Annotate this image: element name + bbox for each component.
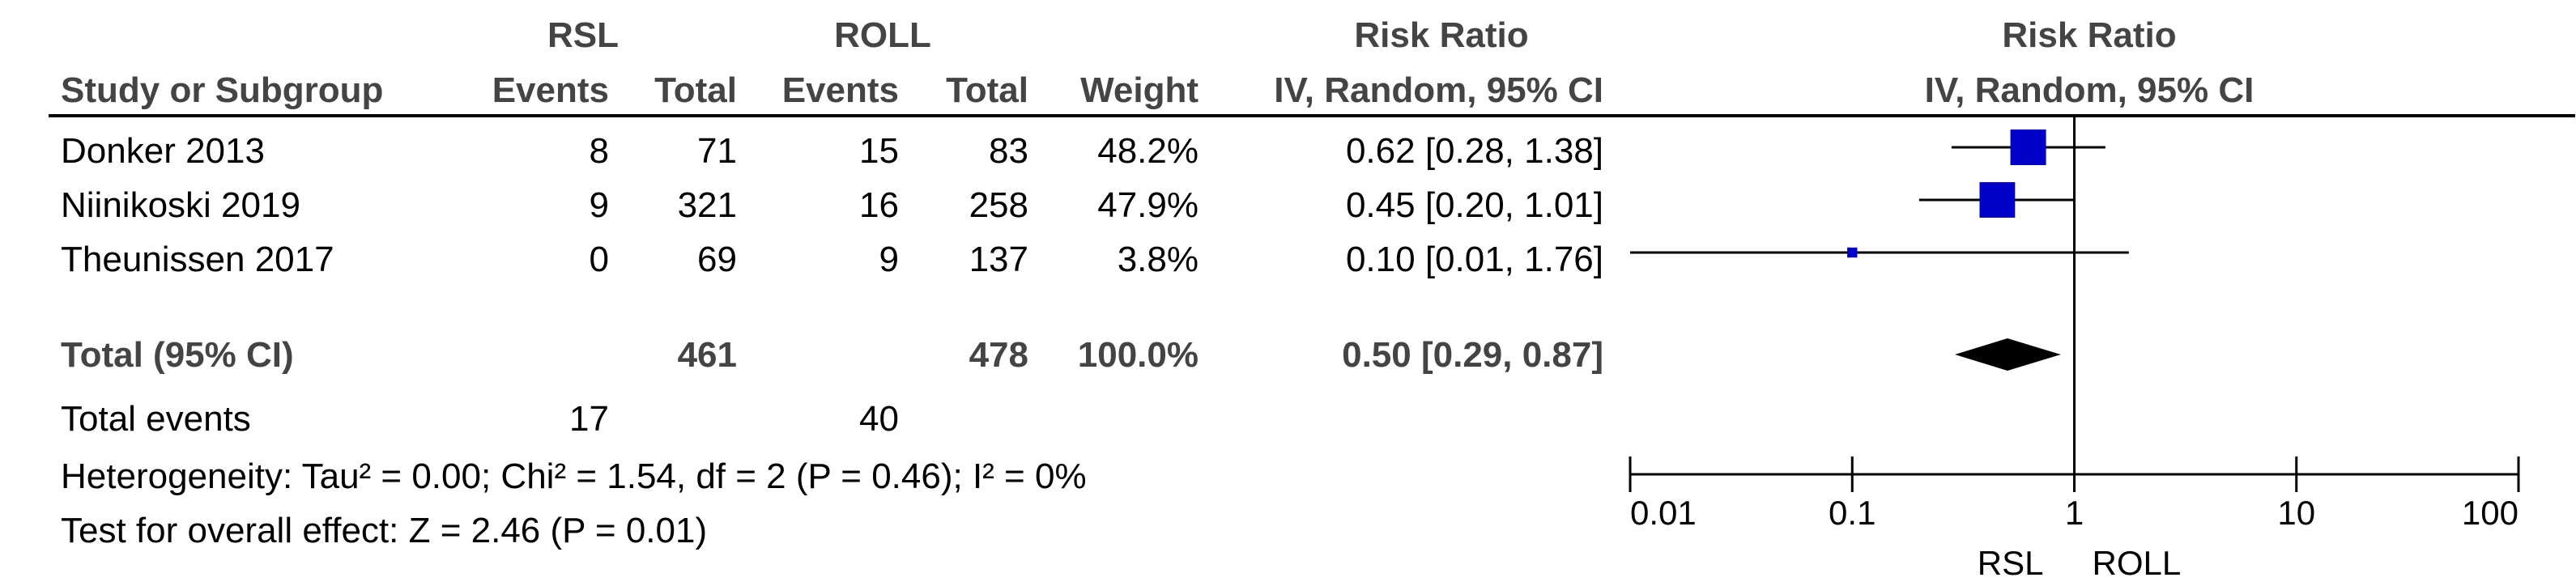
weight-cell: 47.9% xyxy=(1097,185,1199,225)
total2-cell: 83 xyxy=(989,131,1028,171)
total2-sum: 478 xyxy=(969,335,1028,375)
total1-cell: 69 xyxy=(697,240,737,279)
total-label: Total (95% CI) xyxy=(61,335,294,375)
total-weight: 100.0% xyxy=(1077,335,1199,375)
x-tick-label: 100 xyxy=(2462,494,2519,532)
x-tick-label: 0.1 xyxy=(1829,494,1876,532)
ci-plot-column-header: IV, Random, 95% CI xyxy=(1924,70,2255,110)
effect-square xyxy=(1847,247,1858,258)
x-tick-label: 0.01 xyxy=(1630,494,1697,532)
total-events2: 40 xyxy=(859,399,899,439)
total-events1: 17 xyxy=(569,399,609,439)
events1-cell: 8 xyxy=(589,131,609,171)
events1-column-header: Events xyxy=(492,70,609,110)
events1-cell: 0 xyxy=(589,240,609,279)
ci-cell: 0.45 [0.20, 1.01] xyxy=(1345,185,1603,225)
overall-effect-text: Test for overall effect: Z = 2.46 (P = 0… xyxy=(61,511,708,550)
events1-cell: 9 xyxy=(589,185,609,225)
events2-column-header: Events xyxy=(781,70,899,110)
risk-ratio-table-header: Risk Ratio xyxy=(1354,15,1529,55)
risk-ratio-plot-header: Risk Ratio xyxy=(2002,15,2177,55)
header-rule xyxy=(49,114,2575,117)
events2-cell: 15 xyxy=(859,131,899,171)
group2-header: ROLL xyxy=(834,15,931,55)
x-tick-label: 1 xyxy=(2065,494,2084,532)
group1-header: RSL xyxy=(547,15,619,55)
total2-column-header: Total xyxy=(946,70,1028,110)
favours-left-label: RSL xyxy=(1978,544,2044,582)
effect-square xyxy=(2010,130,2046,165)
pooled-ci: 0.50 [0.29, 0.87] xyxy=(1342,335,1603,375)
study-name: Niinikoski 2019 xyxy=(61,185,300,225)
total1-cell: 71 xyxy=(697,131,737,171)
pooled-diamond xyxy=(1955,338,2061,371)
study-name: Donker 2013 xyxy=(61,131,265,171)
weight-cell: 3.8% xyxy=(1117,240,1199,279)
ci-cell: 0.62 [0.28, 1.38] xyxy=(1345,131,1603,171)
ci-table-column-header: IV, Random, 95% CI xyxy=(1274,70,1603,110)
total1-sum: 461 xyxy=(677,335,737,375)
heterogeneity-text: Heterogeneity: Tau² = 0.00; Chi² = 1.54,… xyxy=(61,456,1087,496)
total-events-label: Total events xyxy=(61,399,251,439)
total2-cell: 137 xyxy=(969,240,1028,279)
weight-cell: 48.2% xyxy=(1097,131,1199,171)
events2-cell: 9 xyxy=(879,240,899,279)
x-tick-label: 10 xyxy=(2277,494,2315,532)
study-name: Theunissen 2017 xyxy=(61,240,334,279)
study-column-header: Study or Subgroup xyxy=(61,70,384,110)
weight-column-header: Weight xyxy=(1080,70,1199,110)
total1-cell: 321 xyxy=(677,185,737,225)
ci-cell: 0.10 [0.01, 1.76] xyxy=(1345,240,1603,279)
total1-column-header: Total xyxy=(654,70,737,110)
favours-right-label: ROLL xyxy=(2093,544,2182,582)
effect-square xyxy=(1979,182,2016,218)
total2-cell: 258 xyxy=(969,185,1028,225)
events2-cell: 16 xyxy=(859,185,899,225)
